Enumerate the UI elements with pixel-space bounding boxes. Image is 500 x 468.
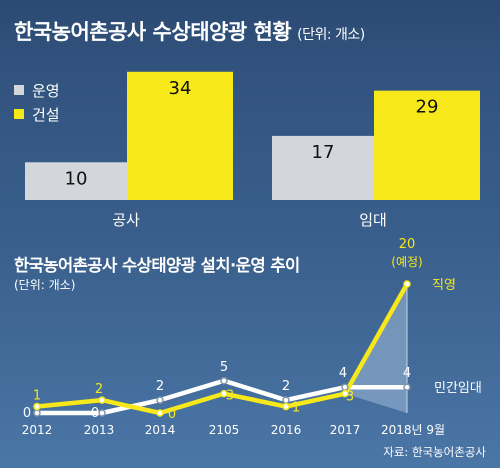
data-label-direct: 1 bbox=[33, 389, 41, 404]
point-private-lease bbox=[33, 409, 41, 417]
legend-item-operation: 운영 bbox=[14, 78, 60, 102]
line-chart-title: 한국농어촌공사 수상태양광 설치·운영 추이 bbox=[14, 256, 300, 275]
title-text: 한국농어촌공사 수상태양광 현황 bbox=[14, 20, 292, 44]
point-direct bbox=[220, 389, 228, 398]
source-note: 자료: 한국농어촌공사 bbox=[383, 445, 486, 459]
data-label-private-lease: 2 bbox=[156, 379, 164, 394]
point-direct bbox=[403, 280, 411, 288]
data-label-direct: 20 bbox=[399, 237, 416, 252]
bar-공사-건설 bbox=[127, 71, 233, 201]
point-direct bbox=[98, 396, 106, 404]
point-private-lease bbox=[403, 383, 411, 391]
category-label: 공사 bbox=[112, 211, 140, 229]
x-tick-label: 2016 bbox=[271, 423, 302, 437]
point-direct bbox=[156, 409, 164, 417]
x-tick-label: 2105 bbox=[209, 423, 240, 437]
legend-item-construction: 건설 bbox=[14, 102, 60, 126]
x-tick-label: 2013 bbox=[84, 423, 115, 437]
bar-임대-건설 bbox=[374, 90, 480, 200]
title-unit: (단위: 개소) bbox=[297, 27, 365, 43]
forecast-annotation: (예정) bbox=[391, 255, 422, 269]
data-label-private-lease: 4 bbox=[339, 366, 347, 381]
data-label-private-lease: 5 bbox=[220, 360, 228, 375]
x-tick-label: 2014 bbox=[145, 423, 176, 437]
title-banner: 한국농어촌공사 수상태양광 현황 (단위: 개소) bbox=[0, 0, 500, 60]
x-tick-label: 2017 bbox=[330, 423, 361, 437]
data-label-direct: 0 bbox=[168, 407, 176, 422]
point-private-lease bbox=[220, 377, 228, 385]
legend-label-construction: 건설 bbox=[32, 105, 60, 124]
data-label-private-lease: 0 bbox=[91, 406, 99, 421]
bar-value-label: 10 bbox=[65, 168, 88, 189]
series-label-direct: 직영 bbox=[432, 278, 456, 293]
bar-value-label: 34 bbox=[169, 78, 192, 99]
data-label-private-lease: 2 bbox=[282, 379, 290, 394]
legend-swatch-construction bbox=[14, 109, 24, 119]
bar-legend: 운영 건설 bbox=[14, 78, 60, 126]
x-tick-label: 2012 bbox=[22, 423, 53, 437]
data-label-private-lease: 0 bbox=[23, 406, 31, 421]
point-private-lease bbox=[282, 396, 290, 404]
point-private-lease bbox=[156, 396, 164, 404]
point-private-lease bbox=[98, 409, 106, 417]
data-label-direct: 3 bbox=[226, 389, 234, 404]
x-tick-label: 2018년 9월 bbox=[381, 423, 445, 437]
point-direct bbox=[33, 402, 41, 411]
bar-value-label: 29 bbox=[416, 97, 439, 118]
forecast-shade bbox=[345, 284, 407, 413]
data-label-direct: 2 bbox=[95, 382, 103, 397]
line-chart-unit: (단위: 개소) bbox=[14, 278, 76, 292]
data-label-direct: 3 bbox=[346, 390, 354, 405]
bar-공사-운영 bbox=[25, 162, 127, 200]
page-title: 한국농어촌공사 수상태양광 현황 (단위: 개소) bbox=[14, 16, 365, 46]
series-label-private-lease: 민간임대 bbox=[434, 381, 482, 396]
legend-label-operation: 운영 bbox=[32, 81, 60, 100]
point-direct bbox=[282, 402, 290, 411]
bar-임대-운영 bbox=[272, 135, 374, 200]
point-direct bbox=[341, 389, 349, 398]
legend-swatch-operation bbox=[14, 85, 24, 95]
data-label-direct: 1 bbox=[292, 401, 300, 416]
category-label: 임대 bbox=[359, 211, 387, 229]
bar-value-label: 17 bbox=[312, 142, 335, 163]
data-label-private-lease: 4 bbox=[403, 366, 411, 381]
